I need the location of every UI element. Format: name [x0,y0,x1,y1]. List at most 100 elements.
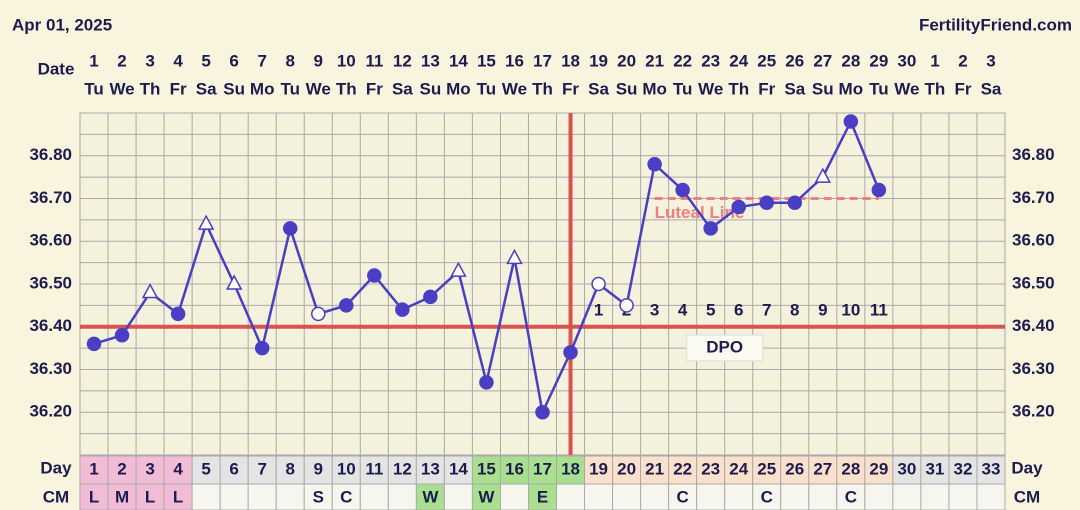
day-number: 2 [117,459,126,478]
marker [563,345,578,360]
y-tick-label-right: 36.20 [1012,402,1055,421]
cm-code: C [340,487,352,506]
weekday: Fr [366,79,383,98]
cm-code: C [845,487,857,506]
day-cell [387,455,417,485]
day-number: 7 [257,459,266,478]
dpo-number: 1 [594,300,603,319]
weekday: Mo [839,79,864,98]
dpo-number: 7 [762,300,771,319]
day-number: 25 [757,459,776,478]
cm-cell [724,483,754,510]
marker [423,289,438,305]
cm-code: E [537,487,548,506]
weekday: Sa [196,79,217,98]
y-tick-label: 36.60 [29,231,72,250]
day-cell [808,455,838,485]
cm-cell [612,483,642,510]
cm-cell [471,483,501,510]
dpo-number: 8 [790,300,799,319]
y-tick-label: 36.40 [29,316,72,335]
day-cell [948,455,978,485]
day-cell [499,455,529,485]
date-number: 19 [589,51,608,70]
date-number: 1 [89,51,98,70]
weekday: Sa [784,79,805,98]
cm-code: L [145,487,155,506]
y-tick-label: 36.80 [29,145,72,164]
date-number: 22 [673,51,692,70]
date-number: 8 [285,51,294,70]
cm-cell [135,483,165,510]
marker [339,298,354,313]
date-number: 14 [449,51,468,70]
marker [170,306,186,322]
cm-cell [303,483,333,510]
date-number: 26 [785,51,804,70]
dpo-number: 9 [818,300,827,319]
weekday: Sa [392,79,413,98]
date-number: 24 [729,51,748,70]
triangle-marker [506,248,523,265]
date-number: 17 [533,51,552,70]
day-cell [556,455,586,485]
cm-cell [668,483,698,510]
date-number: 15 [477,51,496,70]
date-number: 1 [930,51,939,70]
date-number: 29 [869,51,888,70]
y-tick-label: 36.50 [29,273,72,292]
cm-cell [79,483,109,510]
weekday: We [109,79,134,98]
cm-cell [163,483,193,510]
day-cell [836,455,866,485]
day-label-right: Day [1011,458,1043,477]
chart-title: Apr 01, 2025 [12,15,112,34]
marker [479,375,494,390]
weekday: Su [812,79,834,98]
dpo-label: DPO [706,337,743,356]
day-number: 6 [229,459,238,478]
cm-code: W [422,487,439,506]
day-number: 32 [953,459,972,478]
weekday: We [894,79,919,98]
date-number: 12 [393,51,412,70]
day-number: 31 [925,459,944,478]
cm-cell [808,483,838,510]
cm-label-right: CM [1014,487,1040,506]
date-number: 18 [561,51,580,70]
day-number: 15 [477,459,496,478]
cm-cell [556,483,586,510]
cm-cell [499,483,529,510]
weekday: Tu [280,79,300,98]
marker [86,336,102,352]
marker [395,302,410,317]
weekday: Mo [446,79,471,98]
weekday: Mo [642,79,667,98]
date-number: 23 [701,51,720,70]
cm-code: L [89,487,99,506]
cm-cell [976,483,1006,510]
day-number: 23 [701,459,720,478]
weekday: Tu [869,79,889,98]
marker [535,405,550,420]
marker [843,114,859,129]
day-number: 9 [314,459,323,478]
day-cell [780,455,810,485]
cm-code: S [313,487,324,506]
day-number: 16 [505,459,524,478]
weekday: Th [140,79,161,98]
day-number: 30 [897,459,916,478]
cm-cell [219,483,249,510]
day-label: Day [40,458,72,477]
cm-cell [443,483,473,510]
cm-cell [527,483,558,510]
day-number: 8 [285,459,294,478]
cm-cell [892,483,922,510]
day-number: 17 [533,459,552,478]
cm-code: C [677,487,689,506]
day-number: 26 [785,459,804,478]
weekday: Th [336,79,357,98]
marker [282,221,298,236]
weekday: Th [728,79,749,98]
cm-cell [387,483,417,510]
